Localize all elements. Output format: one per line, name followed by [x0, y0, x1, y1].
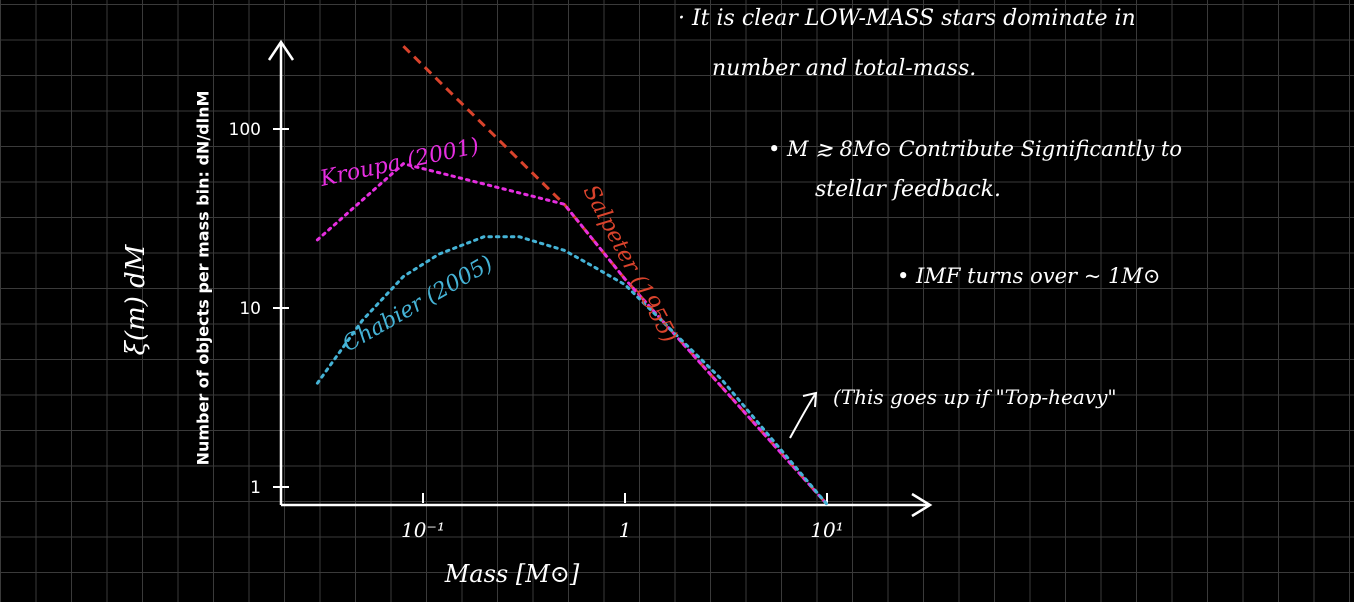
x-tick-label: 10¹ [810, 518, 843, 542]
note-feedback-line2: stellar feedback. [815, 177, 1001, 202]
y-axis-arrowhead [267, 39, 295, 61]
series-label-kroupa: Kroupa (2001) [317, 134, 481, 192]
note-top-heavy: (This goes up if "Top-heavy" [833, 385, 1117, 409]
y-tick-label: 100 [229, 120, 261, 140]
series-line [315, 235, 829, 506]
chart-labels: 10⁻¹ 1 10¹ 1 10 100 Mass [M⊙] Salpeter (1955) Kr… [229, 120, 844, 588]
top-heavy-arrow-head [802, 391, 818, 408]
y-axis-label-alt: ξ(m) dM [121, 244, 151, 356]
series-label-chabrier: Chabier (2005) [339, 251, 498, 357]
series-label-salpeter: Salpeter (1955) [578, 181, 682, 347]
chart-series [315, 45, 829, 506]
top-heavy-arrow-shaft [789, 392, 817, 439]
x-axis-label: Mass [M⊙] [444, 560, 580, 588]
y-tick-label: 10 [239, 299, 261, 319]
series-line [315, 162, 829, 506]
y-axis-label: Number of objects per mass bin: dN/dlnM [193, 90, 213, 466]
note-low-mass-line2: number and total-mass. [712, 56, 977, 81]
y-tick-label: 1 [250, 478, 261, 498]
x-tick-label: 10⁻¹ [401, 518, 445, 542]
x-tick-label: 1 [619, 518, 632, 542]
note-imf-turnover: • IMF turns over ~ 1M⊙ [897, 264, 1161, 288]
chart-axes [267, 39, 933, 518]
note-low-mass-line1: · It is clear LOW-MASS stars dominate in [678, 6, 1136, 31]
x-axis-arrowhead [911, 492, 933, 518]
note-feedback-line1: • M ≳ 8M⊙ Contribute Significantly to [768, 137, 1182, 161]
